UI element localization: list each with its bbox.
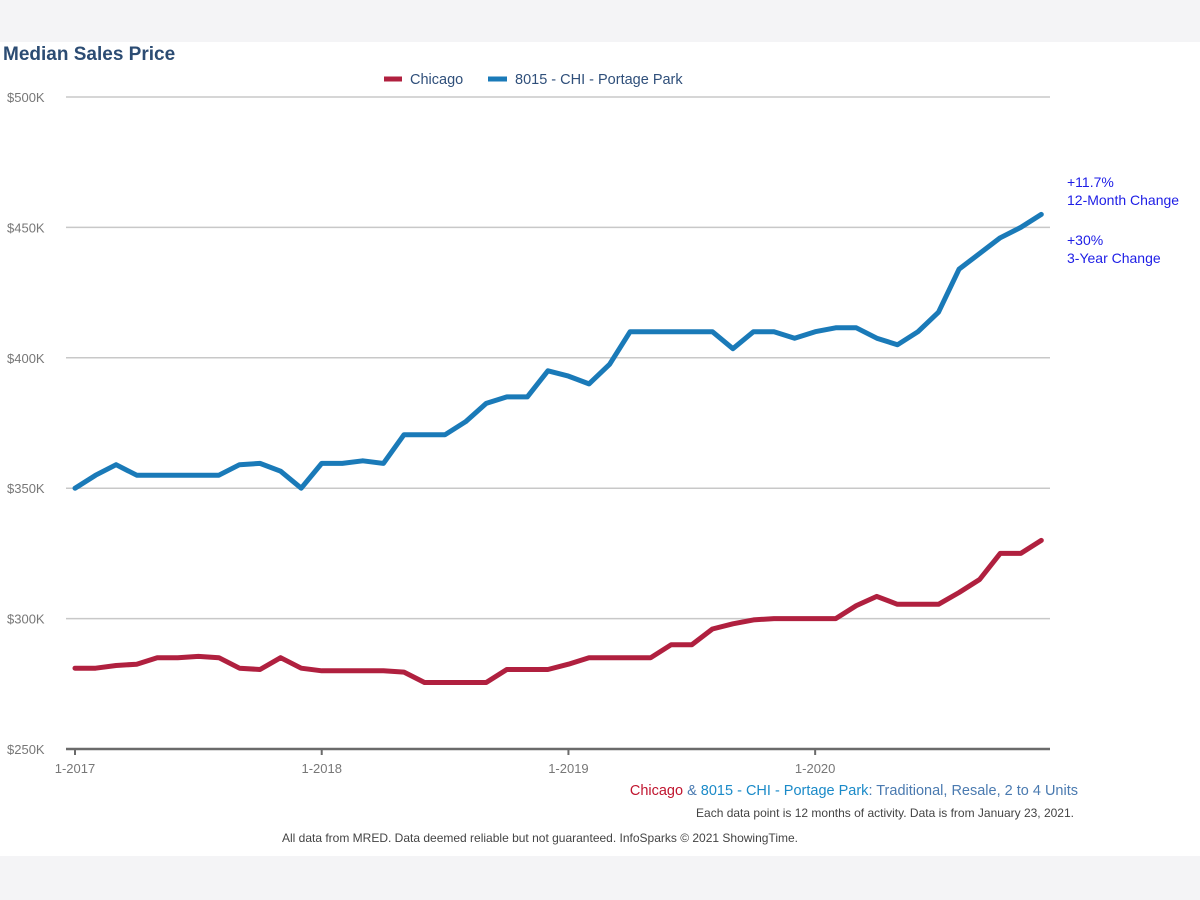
- y-tick-label: $350K: [7, 481, 45, 496]
- series-line-chicago: [72, 537, 1044, 685]
- y-gridlines: [66, 96, 1050, 620]
- chart-title: Median Sales Price: [3, 44, 175, 65]
- footer-disclaimer: All data from MRED. Data deemed reliable…: [282, 831, 798, 845]
- series-line-portage-park: [72, 211, 1044, 491]
- subtitle-part: : Traditional, Resale, 2 to 4 Units: [868, 783, 1078, 799]
- x-tick-label: 1-2018: [301, 761, 341, 776]
- annotation-3-year-value: +30%: [1067, 232, 1103, 248]
- legend-label-chicago: Chicago: [410, 72, 463, 88]
- x-tick-label: 1-2020: [795, 761, 835, 776]
- subtitle-part: 8015 - CHI - Portage Park: [701, 783, 869, 799]
- y-tick-label: $400K: [7, 351, 45, 366]
- chart-canvas: [0, 42, 1200, 856]
- data-note: Each data point is 12 months of activity…: [696, 806, 1074, 820]
- x-tick-label: 1-2017: [55, 761, 95, 776]
- y-tick-label: $300K: [7, 612, 45, 627]
- legend: Chicago 8015 - CHI - Portage Park: [384, 72, 683, 88]
- change-annotations: +11.7% 12-Month Change +30% 3-Year Chang…: [1067, 174, 1179, 266]
- y-axis-labels: $250K $300K $350K $400K $450K $500K: [7, 90, 45, 757]
- subtitle-part: &: [683, 783, 701, 799]
- annotation-3-year-label: 3-Year Change: [1067, 250, 1161, 266]
- series-lines: [72, 211, 1044, 685]
- y-tick-label: $450K: [7, 220, 45, 235]
- annotation-12-month-label: 12-Month Change: [1067, 192, 1179, 208]
- chart-subtitle: Chicago & 8015 - CHI - Portage Park: Tra…: [630, 783, 1078, 799]
- y-tick-label: $250K: [7, 742, 45, 757]
- annotation-12-month-value: +11.7%: [1067, 174, 1114, 190]
- x-axis: 1-2017 1-2018 1-2019 1-2020: [55, 747, 1050, 776]
- x-tick-label: 1-2019: [548, 761, 588, 776]
- legend-label-portage-park: 8015 - CHI - Portage Park: [515, 72, 683, 88]
- subtitle-part: Chicago: [630, 783, 683, 799]
- y-tick-label: $500K: [7, 90, 45, 105]
